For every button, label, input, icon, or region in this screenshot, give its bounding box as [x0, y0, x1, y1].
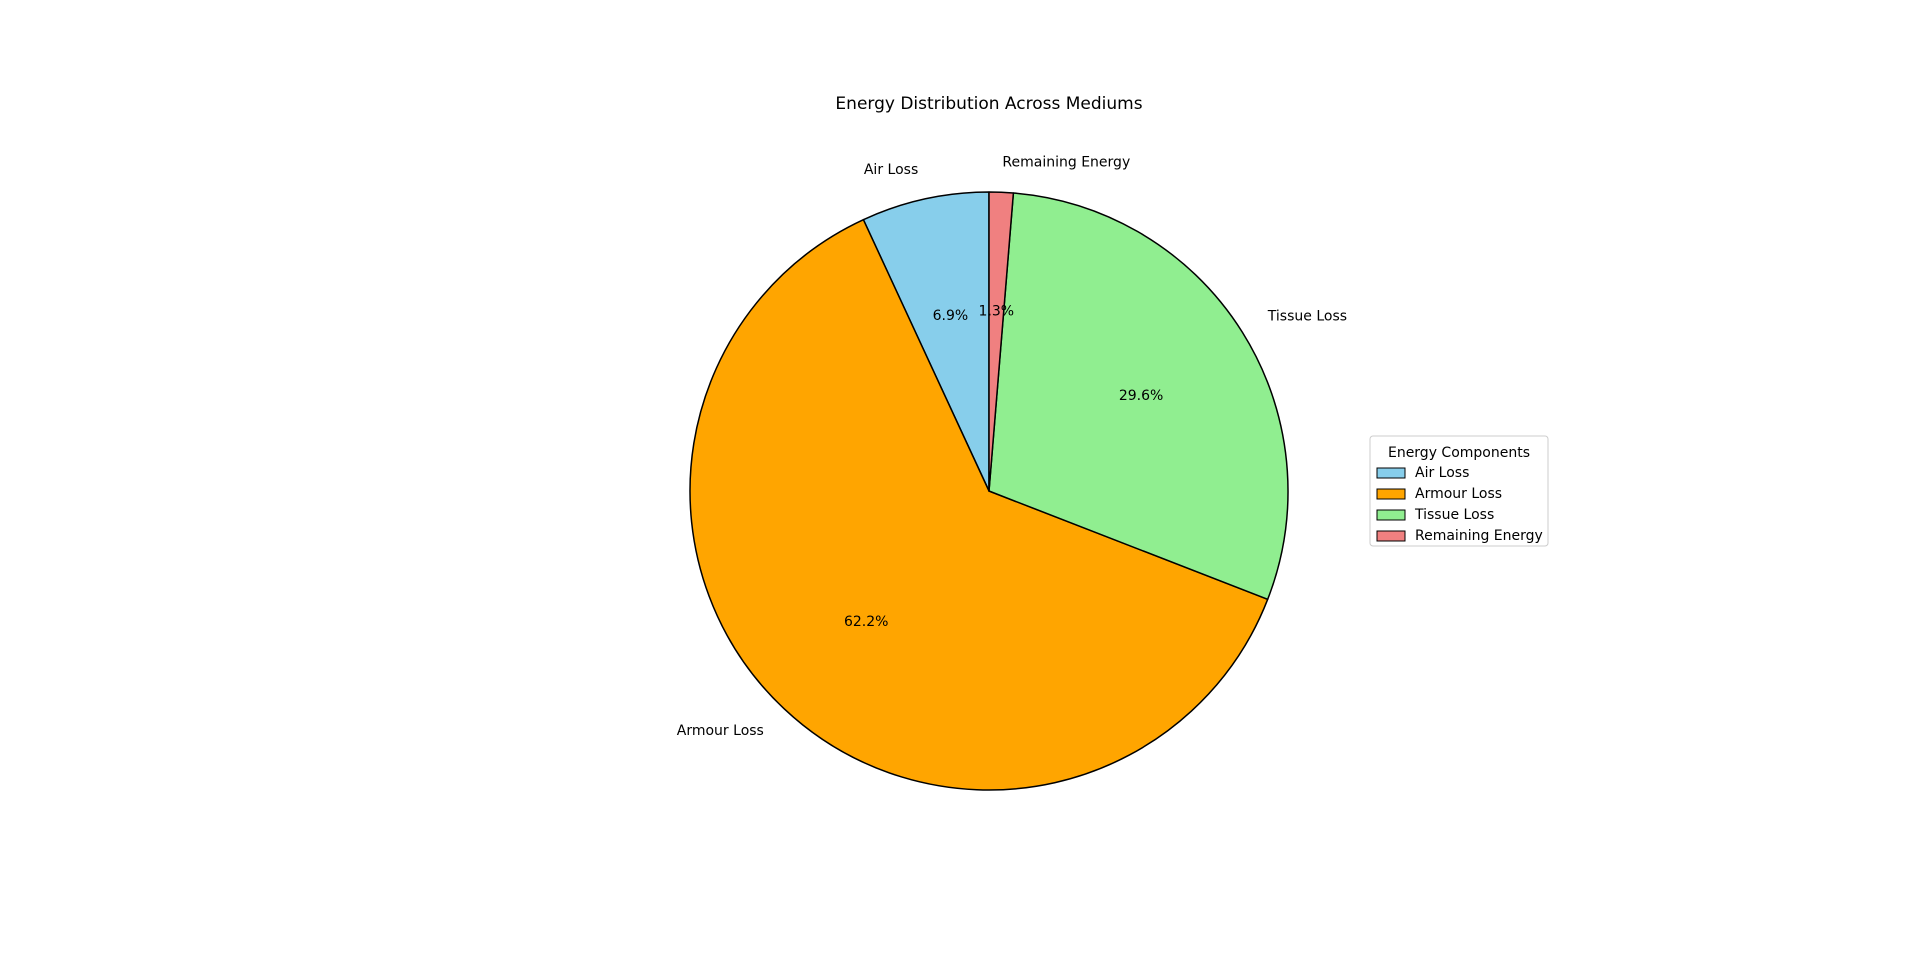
percent-label-air-loss: 6.9%	[933, 308, 969, 324]
pie-slice-armour-loss	[689, 218, 1269, 791]
pie-slices	[689, 191, 1289, 791]
pie-slice-air-loss	[862, 191, 990, 492]
slice-label-armour-loss: Armour Loss	[677, 723, 764, 739]
legend-label-tissue-loss: Tissue Loss	[1414, 507, 1494, 523]
pie-slice-labels: Air Loss Armour Loss Tissue Loss Remaining …	[677, 154, 1347, 738]
slice-label-remaining-energy: Remaining Energy	[1002, 154, 1130, 170]
legend-swatch-air-loss	[1376, 467, 1406, 479]
legend-entries: Air Loss Armour Loss Tissue Loss Remaining …	[1376, 465, 1543, 544]
legend-title: Energy Components	[1388, 445, 1530, 461]
legend: Energy Components Air Loss Armour Loss Tis…	[1369, 435, 1549, 547]
percent-label-remaining-energy: 1.3%	[979, 304, 1015, 320]
percent-label-armour-loss: 62.2%	[844, 614, 888, 630]
pie-slice-remaining-energy	[988, 191, 1015, 492]
legend-swatch-armour-loss	[1376, 488, 1406, 500]
legend-swatch-tissue-loss	[1376, 509, 1406, 521]
percent-label-tissue-loss: 29.6%	[1119, 388, 1163, 404]
legend-label-armour-loss: Armour Loss	[1415, 486, 1502, 502]
legend-label-air-loss: Air Loss	[1415, 465, 1469, 481]
legend-label-remaining-energy: Remaining Energy	[1415, 528, 1543, 544]
chart-title: Energy Distribution Across Mediums	[835, 94, 1142, 114]
legend-swatch-remaining-energy	[1376, 530, 1406, 542]
pie-slice-tissue-loss	[988, 192, 1289, 601]
pie-percent-labels: 6.9% 62.2% 29.6% 1.3%	[844, 304, 1163, 630]
slice-label-tissue-loss: Tissue Loss	[1267, 309, 1347, 325]
legend-frame	[1369, 435, 1549, 547]
slice-label-air-loss: Air Loss	[864, 162, 918, 178]
